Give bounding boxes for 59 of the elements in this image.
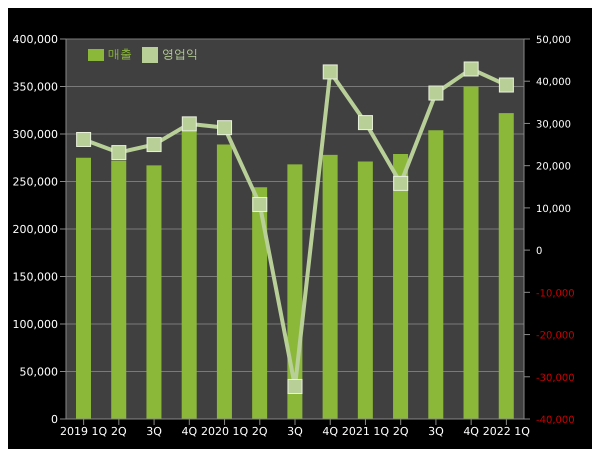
point (146, 137, 162, 152)
bar (111, 160, 126, 419)
y-tick-label: 0 (51, 412, 58, 426)
point (358, 115, 373, 130)
point (322, 64, 338, 80)
bar (216, 144, 232, 419)
point (464, 61, 479, 76)
y-tick-label: 50,000 (20, 365, 58, 378)
x-tick-label: 4Q (322, 424, 338, 438)
legend-label: 영업익 (162, 47, 198, 61)
y2-tick-label: 30,000 (536, 119, 571, 130)
x-tick-label: 4Q (181, 424, 198, 438)
bar (358, 162, 373, 419)
x-tick-label: 2021 1Q (342, 424, 390, 438)
y2-tick-label: -40,000 (536, 415, 575, 426)
y2-tick-label: 10,000 (536, 204, 571, 215)
y2-tick-label: 20,000 (536, 162, 571, 173)
y-tick-label: 250,000 (12, 175, 58, 188)
point (288, 378, 302, 394)
point (111, 145, 126, 160)
point (76, 132, 92, 147)
bar (76, 158, 91, 419)
x-tick-label: 2Q (392, 424, 409, 438)
x-tick-label: 2Q (252, 424, 268, 438)
point (217, 120, 232, 136)
point (428, 86, 444, 101)
x-tick-label: 2022 1Q (482, 424, 530, 438)
y-tick-label: 100,000 (12, 318, 58, 331)
y2-tick-label: -20,000 (536, 330, 575, 342)
bar (498, 113, 514, 419)
point (498, 78, 514, 93)
x-tick-label: 3Q (287, 424, 304, 438)
x-tick-label: 4Q (463, 424, 480, 438)
bar (393, 154, 408, 419)
x-tick-label: 3Q (146, 424, 162, 438)
bar (146, 165, 162, 419)
point (182, 116, 197, 132)
y2-tick-label: 0 (536, 246, 542, 258)
y2-tick-label: -10,000 (536, 288, 575, 300)
y-tick-label: 200,000 (12, 222, 58, 236)
point (252, 197, 268, 212)
x-tick-label: 3Q (428, 424, 444, 438)
point (393, 176, 408, 191)
legend-label: 매출 (108, 47, 132, 61)
y-tick-label: 400,000 (12, 32, 58, 46)
y-tick-label: 300,000 (12, 128, 58, 141)
bar (428, 130, 444, 419)
x-tick-label: 2019 1Q (60, 424, 108, 438)
y-tick-label: 350,000 (12, 80, 58, 94)
bar (182, 131, 197, 419)
x-tick-label: 2020 1Q (200, 424, 248, 438)
y-tick-label: 150,000 (12, 270, 58, 284)
bar (252, 187, 268, 419)
y2-tick-label: 40,000 (536, 77, 571, 88)
bar (464, 86, 479, 419)
x-tick-label: 2Q (111, 424, 128, 438)
y2-tick-label: 50,000 (536, 35, 571, 46)
bar (322, 154, 338, 419)
y2-tick-label: -30,000 (536, 372, 575, 384)
